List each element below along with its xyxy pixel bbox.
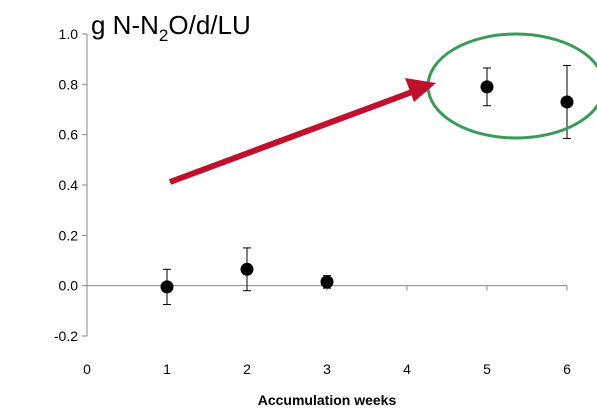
unit-label-suffix: O/d/LU — [168, 10, 250, 40]
highlight-ellipse — [426, 32, 597, 140]
annotations — [168, 32, 597, 185]
y-tick-label: -0.2 — [54, 328, 78, 344]
x-tick-label: 4 — [403, 361, 411, 377]
data-point — [320, 275, 334, 289]
x-tick-label: 0 — [83, 361, 91, 377]
x-tick-label: 5 — [483, 361, 491, 377]
unit-label-prefix: g N-N — [91, 10, 159, 40]
annotation-arrow-head — [405, 78, 436, 102]
x-axis-ticks: 0 1 2 3 4 5 6 — [83, 285, 571, 377]
annotation-arrow-shaft — [168, 89, 414, 185]
y-tick-label: 0.2 — [59, 227, 79, 243]
data-point — [160, 280, 174, 294]
x-tick-label: 3 — [323, 361, 331, 377]
y-axis-ticks: -0.2 0.0 0.2 0.4 0.6 0.8 1.0 — [54, 26, 87, 344]
y-tick-label: 0.4 — [59, 177, 79, 193]
unit-label: g N-N2O/d/LU — [91, 10, 251, 45]
unit-label-subscript: 2 — [159, 26, 168, 45]
x-tick-label: 2 — [243, 361, 251, 377]
x-tick-label: 1 — [163, 361, 171, 377]
x-axis-title: Accumulation weeks — [258, 392, 397, 408]
data-point — [560, 95, 574, 109]
data-point — [480, 80, 494, 94]
y-tick-label: 0.6 — [59, 127, 79, 143]
y-tick-label: 1.0 — [59, 26, 79, 42]
error-bars — [163, 64, 571, 306]
axes — [86, 34, 567, 336]
y-tick-label: 0.0 — [59, 278, 79, 294]
y-tick-label: 0.8 — [59, 76, 79, 92]
data-point — [240, 262, 254, 276]
data-points — [160, 80, 574, 294]
x-tick-label: 6 — [563, 361, 571, 377]
